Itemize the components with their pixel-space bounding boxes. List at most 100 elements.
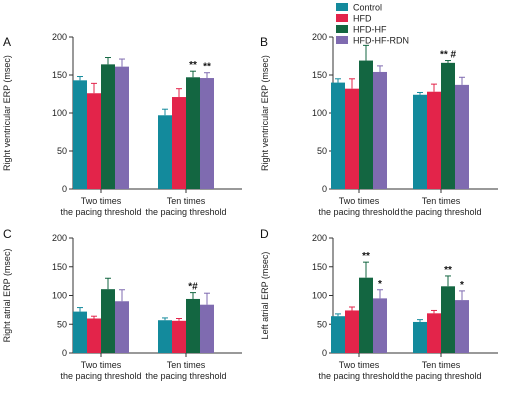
category-label-line: Two times xyxy=(339,196,380,206)
bar-hfd-hf-rdn xyxy=(455,300,469,353)
bar-control xyxy=(413,321,427,353)
category-label-line: the pacing threshold xyxy=(60,371,141,381)
y-tick-label: 0 xyxy=(62,184,67,194)
bar-hfd xyxy=(427,313,441,353)
panel-letter: D xyxy=(260,227,269,241)
bar-hfd-hf-rdn xyxy=(373,71,387,189)
y-axis-label: Right ventricular ERP (msec) xyxy=(2,55,12,171)
panel-d: D 0 50 100 150 200 Left atrial ERP (msec) Two t… xyxy=(260,227,498,381)
y-tick-label: 50 xyxy=(57,146,67,156)
y-tick-label: 150 xyxy=(52,70,67,80)
category-label: Ten times the pacing threshold xyxy=(400,196,481,217)
bar-hfd-hf xyxy=(101,289,115,353)
category-label-line: the pacing threshold xyxy=(145,207,226,217)
bar-hfd xyxy=(427,91,441,189)
significance-annotation: ** # xyxy=(440,50,457,61)
y-axis-label: Right atrial ERP (msec) xyxy=(2,249,12,343)
category-label: Two times the pacing threshold xyxy=(60,360,141,381)
bar-hfd xyxy=(87,93,101,189)
category-label: Ten times the pacing threshold xyxy=(145,360,226,381)
y-tick-label: 150 xyxy=(52,262,67,272)
y-tick-label: 50 xyxy=(317,319,327,329)
y-tick-label: 100 xyxy=(52,291,67,301)
bar-hfd-hf-rdn xyxy=(115,301,129,353)
bar-control xyxy=(331,316,345,353)
legend-swatch xyxy=(336,36,348,44)
y-tick-label: 50 xyxy=(317,146,327,156)
bar-hfd-hf-rdn xyxy=(115,66,129,189)
legend-label: HFD-HF-RDN xyxy=(353,36,409,46)
category-label-line: the pacing threshold xyxy=(145,371,226,381)
y-tick-label: 100 xyxy=(52,108,67,118)
significance-annotation: * xyxy=(378,279,382,290)
category-label: Ten times the pacing threshold xyxy=(145,196,226,217)
panel-c: C 0 50 100 150 200 Right atrial ERP (msec) Two … xyxy=(2,227,242,381)
category-label-line: Ten times xyxy=(167,196,206,206)
legend-label: Control xyxy=(353,3,382,13)
legend-swatch xyxy=(336,3,348,11)
legend-swatch xyxy=(336,25,348,33)
bar-hfd xyxy=(345,310,359,353)
bar-control xyxy=(158,320,172,353)
y-tick-label: 50 xyxy=(57,319,67,329)
y-axis-label: Right ventricular ERP (msec) xyxy=(260,55,270,171)
y-tick-label: 100 xyxy=(312,291,327,301)
y-tick-label: 0 xyxy=(62,348,67,358)
bar-hfd-hf xyxy=(441,62,455,190)
panel-b: B 0 50 100 150 200 Right ventricular ERP (msec… xyxy=(260,32,498,217)
category-label-line: Ten times xyxy=(422,360,461,370)
panel-letter: C xyxy=(3,227,12,241)
category-label-line: the pacing threshold xyxy=(400,371,481,381)
legend-label: HFD xyxy=(353,14,372,24)
bar-hfd-hf xyxy=(101,64,115,189)
bar-hfd-hf xyxy=(186,298,200,353)
panel-a: A 0 50 100 150 200 Right ventricular ERP (msec… xyxy=(2,32,242,217)
bar-control xyxy=(413,94,427,189)
bar-hfd-hf-rdn xyxy=(455,84,469,189)
category-label-line: Two times xyxy=(81,360,122,370)
significance-annotation: ** xyxy=(362,251,370,262)
category-label: Two times the pacing threshold xyxy=(318,196,399,217)
bar-hfd-hf xyxy=(186,77,200,189)
y-tick-label: 150 xyxy=(312,70,327,80)
category-label: Two times the pacing threshold xyxy=(60,196,141,217)
bar-hfd xyxy=(345,88,359,189)
bar-hfd xyxy=(172,320,186,353)
y-tick-label: 200 xyxy=(52,233,67,243)
y-tick-label: 0 xyxy=(322,184,327,194)
category-label-line: the pacing threshold xyxy=(318,207,399,217)
significance-annotation: *# xyxy=(188,282,198,293)
significance-annotation: ** xyxy=(189,60,197,71)
y-tick-label: 200 xyxy=(52,32,67,42)
legend-swatch xyxy=(336,14,348,22)
bar-hfd-hf xyxy=(359,277,373,353)
bar-control xyxy=(331,82,345,189)
panel-letter: A xyxy=(3,35,11,49)
bar-control xyxy=(73,311,87,353)
y-tick-label: 0 xyxy=(322,348,327,358)
significance-annotation: ** xyxy=(203,62,211,73)
y-axis-label: Left atrial ERP (msec) xyxy=(260,252,270,340)
panel-letter: B xyxy=(260,35,268,49)
y-tick-label: 200 xyxy=(312,233,327,243)
bar-hfd xyxy=(172,97,186,189)
category-label: Two times the pacing threshold xyxy=(318,360,399,381)
significance-annotation: ** xyxy=(444,265,452,276)
bar-hfd-hf-rdn xyxy=(200,78,214,189)
category-label-line: Two times xyxy=(339,360,380,370)
bar-control xyxy=(158,115,172,189)
category-label-line: the pacing threshold xyxy=(318,371,399,381)
category-label-line: Ten times xyxy=(422,196,461,206)
y-tick-label: 100 xyxy=(312,108,327,118)
bar-control xyxy=(73,80,87,189)
bar-hfd-hf xyxy=(359,60,373,190)
legend-label: HFD-HF xyxy=(353,25,387,35)
significance-annotation: * xyxy=(460,280,464,291)
bar-hfd xyxy=(87,318,101,353)
y-tick-label: 150 xyxy=(312,262,327,272)
category-label-line: the pacing threshold xyxy=(400,207,481,217)
bar-hfd-hf xyxy=(441,286,455,353)
category-label: Ten times the pacing threshold xyxy=(400,360,481,381)
